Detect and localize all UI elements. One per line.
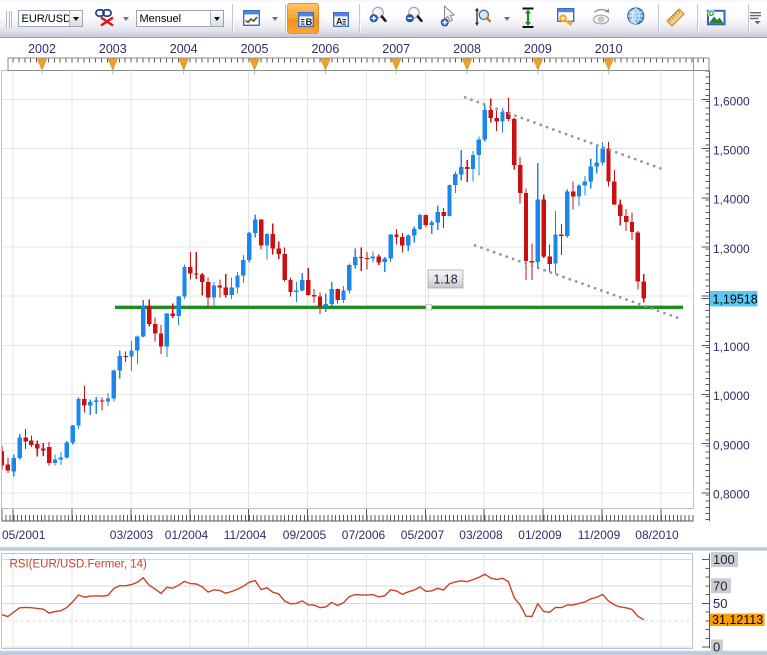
svg-text:1.18: 1.18 bbox=[433, 273, 457, 287]
svg-text:2003: 2003 bbox=[99, 42, 127, 56]
svg-text:09/2005: 09/2005 bbox=[283, 528, 327, 542]
svg-text:1,3000: 1,3000 bbox=[713, 242, 750, 256]
svg-text:08/2010: 08/2010 bbox=[635, 528, 679, 542]
svg-text:0,8000: 0,8000 bbox=[713, 487, 750, 501]
svg-text:1,19518: 1,19518 bbox=[713, 292, 758, 306]
svg-text:1,5000: 1,5000 bbox=[713, 144, 750, 158]
svg-text:01/2004: 01/2004 bbox=[165, 528, 209, 542]
svg-text:01/2009: 01/2009 bbox=[518, 528, 562, 542]
svg-text:A: A bbox=[336, 17, 343, 27]
svg-text:2002: 2002 bbox=[28, 42, 56, 56]
svg-text:11/2004: 11/2004 bbox=[224, 528, 267, 542]
svg-text:1,6000: 1,6000 bbox=[713, 95, 750, 109]
svg-text:50: 50 bbox=[713, 596, 727, 611]
svg-text:2009: 2009 bbox=[524, 42, 552, 56]
svg-text:2006: 2006 bbox=[311, 42, 339, 56]
svg-text:2005: 2005 bbox=[241, 42, 269, 56]
svg-text:1,1000: 1,1000 bbox=[713, 340, 750, 354]
svg-text:B: B bbox=[305, 17, 312, 28]
svg-text:2007: 2007 bbox=[382, 42, 410, 56]
svg-text:11/2009: 11/2009 bbox=[578, 528, 621, 542]
svg-text:03/2003: 03/2003 bbox=[110, 528, 154, 542]
svg-text:31,12113: 31,12113 bbox=[712, 613, 763, 627]
svg-text:100: 100 bbox=[713, 552, 735, 567]
svg-text:RSI(EUR/USD.Fermer, 14): RSI(EUR/USD.Fermer, 14) bbox=[10, 559, 148, 571]
svg-text:70: 70 bbox=[713, 578, 727, 593]
svg-text:05/2001: 05/2001 bbox=[2, 528, 46, 542]
svg-text:1,0000: 1,0000 bbox=[713, 389, 750, 403]
svg-text:07/2006: 07/2006 bbox=[342, 528, 386, 542]
svg-text:2008: 2008 bbox=[453, 42, 481, 56]
svg-text:2004: 2004 bbox=[170, 42, 198, 56]
svg-text:2010: 2010 bbox=[595, 42, 623, 56]
svg-text:0: 0 bbox=[713, 640, 720, 655]
svg-text:0,9000: 0,9000 bbox=[713, 438, 750, 452]
svg-text:05/2007: 05/2007 bbox=[401, 528, 445, 542]
svg-text:03/2008: 03/2008 bbox=[459, 528, 503, 542]
svg-text:1,4000: 1,4000 bbox=[713, 193, 750, 207]
